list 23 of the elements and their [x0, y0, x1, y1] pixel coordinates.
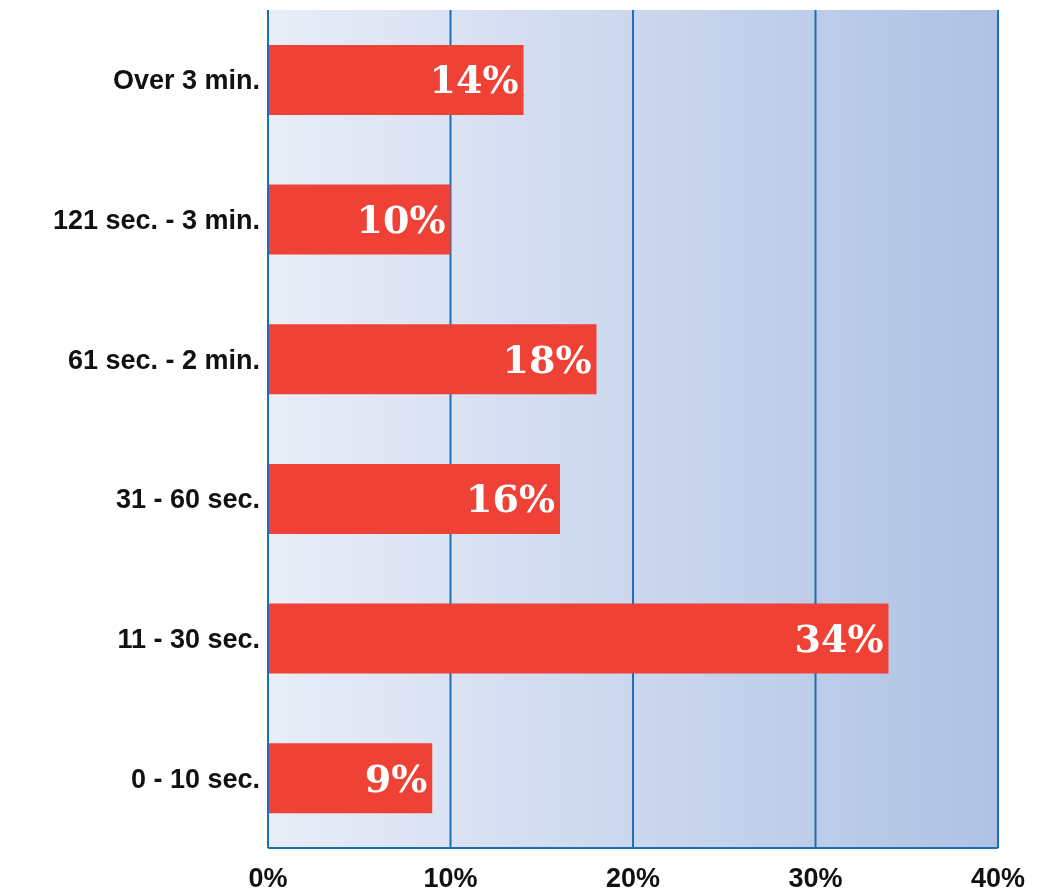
y-tick-label: Over 3 min. — [112, 65, 260, 96]
x-tick-label: 0% — [248, 863, 288, 894]
y-tick-label: 61 sec. - 2 min. — [67, 344, 260, 375]
bar — [268, 184, 451, 255]
bar — [268, 324, 597, 395]
bar — [268, 463, 560, 534]
x-tick-label: 20% — [605, 863, 661, 894]
data-label: 34% — [794, 616, 884, 662]
bar — [268, 743, 433, 814]
data-label: 9% — [364, 755, 428, 801]
x-tick-label: 40% — [970, 863, 1026, 894]
y-tick-label: 0 - 10 sec. — [130, 763, 260, 794]
data-label: 18% — [502, 336, 592, 382]
data-label: 10% — [356, 197, 446, 243]
data-label: 14% — [429, 57, 519, 103]
bar — [268, 44, 524, 115]
data-label: 16% — [466, 476, 555, 522]
x-tick-label: 30% — [788, 863, 843, 894]
bar — [268, 603, 889, 674]
x-tick-label: 10% — [423, 863, 478, 894]
y-tick-label: 31 - 60 sec. — [115, 484, 260, 515]
y-tick-label: 11 - 30 sec. — [117, 624, 260, 655]
y-tick-label: 121 sec. - 3 min. — [52, 205, 260, 236]
